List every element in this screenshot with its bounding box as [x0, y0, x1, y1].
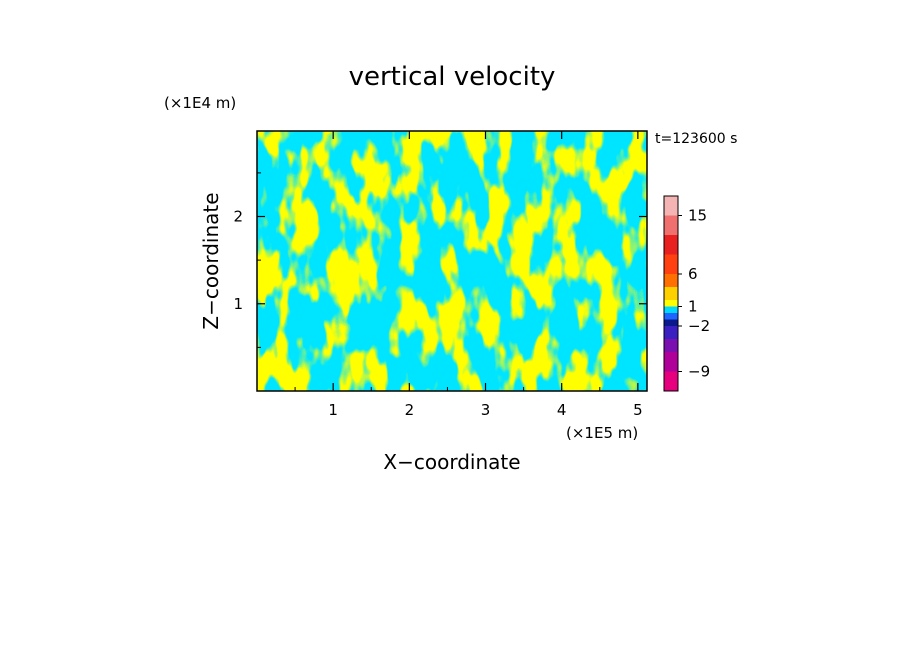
x-axis-label: X−coordinate — [383, 450, 520, 474]
y-tick-label: 2 — [233, 208, 243, 226]
colorbar-segment — [664, 274, 678, 287]
y-axis-unit: (×1E4 m) — [164, 94, 236, 112]
colorbar-segment — [664, 215, 678, 235]
colorbar-tick-label: 1 — [688, 298, 698, 316]
plot-frame — [256, 130, 648, 392]
y-axis: 12 — [233, 172, 647, 348]
colorbar-segment — [664, 254, 678, 274]
colorbar-tick-label: 15 — [688, 207, 707, 225]
chart-title: vertical velocity — [349, 62, 556, 92]
colorbar-segment — [664, 319, 678, 326]
colorbar-tick-label: −9 — [688, 363, 710, 381]
colorbar-segment — [664, 196, 678, 216]
positive-velocity-field — [257, 131, 647, 391]
time-label: t=123600 s — [655, 131, 737, 147]
colorbar-segment — [664, 306, 678, 313]
colorbar: 15 6 1−2 −9 — [663, 195, 710, 392]
x-axis-unit: (×1E5 m) — [566, 424, 638, 442]
colorbar-segment — [664, 371, 678, 391]
x-tick-label: 3 — [481, 401, 491, 419]
colorbar-segment — [664, 300, 678, 307]
colorbar-frame — [663, 195, 679, 392]
colorbar-segment — [664, 313, 678, 320]
colorbar-segment — [664, 339, 678, 352]
colorbar-tick-label: 6 — [688, 265, 698, 283]
colorbar-segment — [664, 326, 678, 339]
x-axis: 1 2 3 4 5 — [294, 131, 643, 419]
colorbar-segment — [664, 352, 678, 372]
y-tick-label: 1 — [233, 295, 243, 313]
x-tick-label: 2 — [405, 401, 415, 419]
colorbar-segment — [664, 235, 678, 255]
x-tick-label: 5 — [633, 401, 643, 419]
colorbar-segment — [664, 287, 678, 300]
x-tick-label: 4 — [557, 401, 567, 419]
colorbar-tick-label: −2 — [688, 317, 710, 335]
x-tick-label: 1 — [328, 401, 338, 419]
plot-area — [257, 131, 647, 391]
y-axis-label: Z−coordinate — [199, 192, 223, 329]
